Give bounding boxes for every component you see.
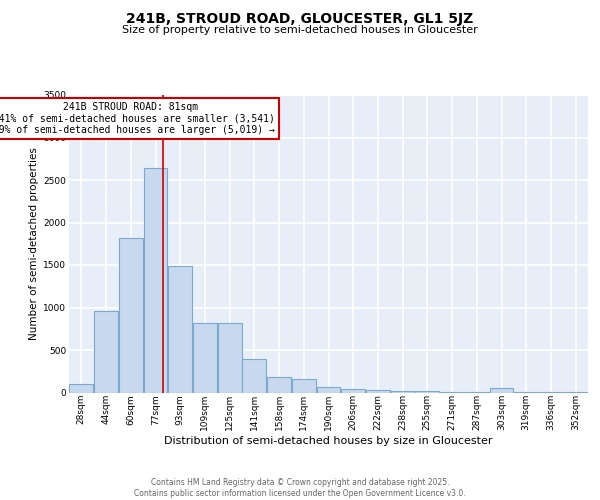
Bar bbox=[341, 389, 365, 392]
Text: 241B STROUD ROAD: 81sqm
← 41% of semi-detached houses are smaller (3,541)
 59% o: 241B STROUD ROAD: 81sqm ← 41% of semi-de… bbox=[0, 102, 275, 135]
Bar bbox=[193, 323, 217, 392]
Bar bbox=[94, 311, 118, 392]
X-axis label: Distribution of semi-detached houses by size in Gloucester: Distribution of semi-detached houses by … bbox=[164, 436, 493, 446]
Bar bbox=[366, 390, 390, 392]
Bar bbox=[168, 266, 192, 392]
Text: 241B, STROUD ROAD, GLOUCESTER, GL1 5JZ: 241B, STROUD ROAD, GLOUCESTER, GL1 5JZ bbox=[127, 12, 473, 26]
Bar bbox=[242, 359, 266, 392]
Bar bbox=[218, 323, 242, 392]
Text: Size of property relative to semi-detached houses in Gloucester: Size of property relative to semi-detach… bbox=[122, 25, 478, 35]
Y-axis label: Number of semi-detached properties: Number of semi-detached properties bbox=[29, 148, 39, 340]
Bar bbox=[490, 388, 514, 392]
Bar bbox=[143, 168, 167, 392]
Bar bbox=[70, 384, 94, 392]
Bar bbox=[415, 391, 439, 392]
Bar bbox=[391, 391, 415, 392]
Bar bbox=[317, 388, 340, 392]
Bar bbox=[119, 238, 143, 392]
Bar bbox=[267, 377, 291, 392]
Bar bbox=[292, 380, 316, 392]
Text: Contains HM Land Registry data © Crown copyright and database right 2025.
Contai: Contains HM Land Registry data © Crown c… bbox=[134, 478, 466, 498]
